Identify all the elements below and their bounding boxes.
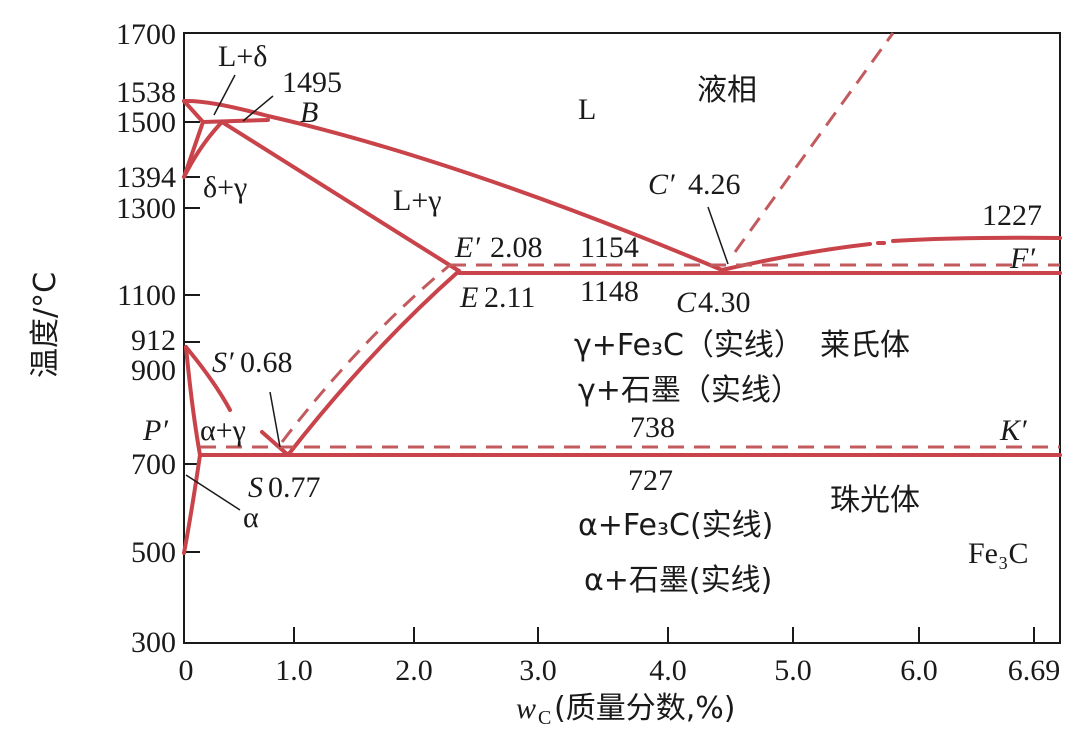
line-PQ — [182, 453, 202, 555]
y-tick-700: 700 — [131, 448, 176, 481]
label-alpha-graphite: α+石墨(实线) — [584, 563, 772, 598]
y-tick-500: 500 — [131, 536, 176, 569]
label-F-prime: F′ — [1009, 242, 1035, 275]
label-L-gamma: L+γ — [393, 184, 442, 217]
x-title-var: w — [516, 692, 536, 725]
label-fe3c: Fe₃C — [968, 537, 1028, 570]
dashed-graphite-lines — [200, 32, 1060, 449]
label-L: L — [578, 93, 596, 126]
label-1495: 1495 — [282, 66, 342, 99]
label-C-value: 4.30 — [698, 286, 751, 319]
label-E-prime-value: 2.08 — [490, 231, 543, 264]
label-alpha-gamma: α+γ — [200, 414, 246, 447]
x-tick-7: 6.69 — [1008, 654, 1061, 687]
region-labels: L+δ 1495 B L 液相 δ+γ L+γ C′ 4.26 1227 F′ … — [142, 40, 1042, 598]
label-L-delta: L+δ — [218, 40, 267, 73]
y-tick-1500: 1500 — [116, 106, 176, 139]
liquidus-CD-part2 — [891, 235, 1062, 243]
y-tick-1700: 1700 — [116, 18, 176, 51]
solid-phase-lines — [182, 98, 1062, 555]
label-pearlite: 珠光体 — [830, 483, 920, 518]
x-title-sub: C — [538, 707, 551, 729]
label-alpha: α — [243, 501, 259, 534]
y-axis-title: 温度/°C — [28, 272, 63, 378]
label-liquid-phase: 液相 — [697, 73, 757, 108]
y-tick-1300: 1300 — [116, 192, 176, 225]
label-alpha-fe3c: α+Fe₃C(实线) — [578, 508, 773, 543]
label-1154: 1154 — [580, 231, 639, 264]
label-738: 738 — [630, 411, 675, 444]
x-tick-6: 6.0 — [900, 654, 938, 687]
x-tick-2: 2.0 — [395, 654, 433, 687]
line-ES — [286, 269, 461, 457]
y-axis-ticks — [184, 121, 200, 553]
y-tick-912: 912 — [131, 324, 176, 357]
line-AH — [182, 99, 205, 124]
label-S: S — [248, 471, 263, 504]
line-GS — [184, 345, 232, 412]
label-delta-gamma: δ+γ — [203, 171, 247, 204]
x-tick-0: 0 — [179, 654, 194, 687]
label-E-prime: E′ — [454, 231, 480, 264]
label-E-value: 2.11 — [484, 281, 535, 314]
y-axis-tick-labels: 1700 1538 1500 1394 1300 1100 912 900 70… — [116, 18, 176, 659]
line-GS-lower — [260, 430, 290, 457]
y-tick-900: 900 — [131, 354, 176, 387]
label-ledeburite: 莱氏体 — [820, 328, 910, 363]
label-B: B — [300, 96, 318, 129]
line-C-prime-D-prime — [733, 32, 895, 253]
label-gamma-fe3c: γ+Fe₃C（实线） — [574, 328, 804, 363]
label-E: E — [459, 281, 478, 314]
x-tick-5: 5.0 — [774, 654, 812, 687]
label-1227: 1227 — [982, 199, 1042, 232]
label-1148: 1148 — [580, 275, 639, 308]
line-NJ — [182, 120, 224, 179]
y-tick-1394: 1394 — [116, 161, 176, 194]
label-S-prime-value: 0.68 — [240, 346, 293, 379]
label-C: C — [676, 286, 697, 319]
leader-lines — [185, 74, 729, 511]
liquidus-ABC — [182, 98, 724, 272]
y-tick-300: 300 — [131, 626, 176, 659]
line-E-prime-S-prime — [280, 263, 451, 443]
label-C-prime: C′ — [648, 168, 675, 201]
solidus-JE — [220, 120, 461, 273]
y-tick-1100: 1100 — [117, 279, 176, 312]
x-tick-4: 4.0 — [649, 654, 687, 687]
label-727: 727 — [628, 464, 673, 497]
x-tick-1: 1.0 — [275, 654, 313, 687]
label-gamma-graphite: γ+石墨（实线） — [578, 373, 801, 408]
label-C-prime-value: 4.26 — [688, 168, 741, 201]
x-title-rest: (质量分数,%) — [554, 691, 735, 726]
x-axis-tick-labels: 0 1.0 2.0 3.0 4.0 5.0 6.0 6.69 — [179, 654, 1061, 687]
line-GP — [184, 345, 202, 457]
plot-frame — [183, 32, 1061, 644]
y-tick-1538: 1538 — [116, 76, 176, 109]
label-S-prime: S′ — [212, 346, 234, 379]
x-tick-3: 3.0 — [519, 654, 557, 687]
label-K-prime: K′ — [999, 414, 1027, 447]
x-axis-title: w C (质量分数,%) — [516, 691, 735, 729]
x-axis-ticks — [293, 627, 1035, 643]
label-S-value: 0.77 — [268, 471, 321, 504]
label-P-prime: P′ — [142, 414, 168, 447]
peritectic-line-HJB — [201, 118, 270, 124]
